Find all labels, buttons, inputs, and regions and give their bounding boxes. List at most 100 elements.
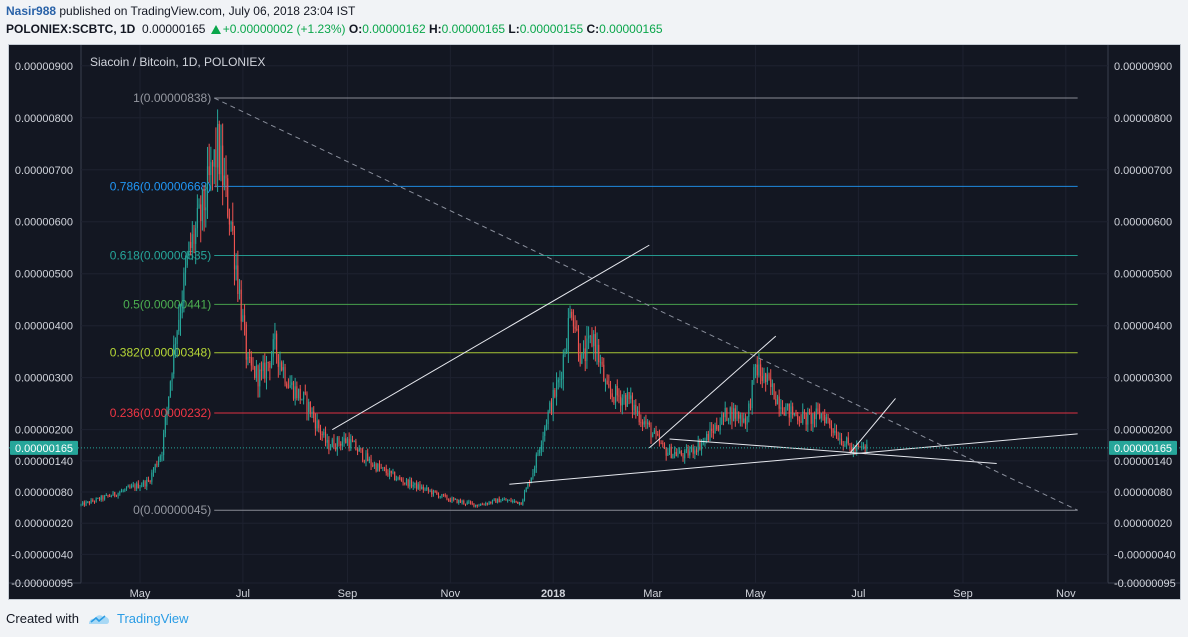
trendline-breakout-line: [849, 398, 896, 454]
candle-body: [719, 424, 721, 431]
candle-body: [773, 383, 775, 400]
candle-body: [623, 394, 625, 399]
published-text: published on TradingView.com, July 06, 2…: [56, 4, 356, 18]
low-label: L:: [508, 22, 520, 36]
candle-body: [346, 438, 348, 443]
candle-body: [284, 367, 286, 384]
candle-body: [281, 362, 283, 371]
candle-body: [668, 446, 671, 453]
candle-body: [471, 502, 473, 504]
candle-body: [196, 207, 198, 229]
author-link[interactable]: Nasir988: [6, 4, 57, 18]
candle-body: [250, 357, 252, 366]
candle-body: [643, 421, 645, 425]
open-value: 0.00000162: [362, 22, 426, 36]
candle-body: [277, 354, 279, 367]
chart-panel[interactable]: 1(0.00000838) 0.786(0.00000668) 0.618(0.00…: [8, 44, 1181, 600]
candle-body: [530, 477, 532, 484]
price-chart[interactable]: 1(0.00000838)0.786(0.00000668)0.618(0.00…: [9, 45, 1180, 599]
candle-body: [748, 403, 750, 417]
candle-body: [537, 452, 539, 455]
candle-body: [662, 443, 664, 445]
candle-body: [434, 490, 436, 493]
candle-body: [220, 145, 222, 175]
candle-body: [517, 501, 519, 504]
candle-body: [380, 467, 382, 469]
candle-body: [291, 382, 293, 386]
candle-body: [567, 317, 569, 350]
candle-body: [582, 348, 585, 354]
candle-body: [340, 443, 342, 446]
candle-body: [358, 448, 360, 452]
candle-body: [561, 378, 563, 380]
candle-body: [574, 326, 576, 329]
candle-body: [427, 487, 429, 491]
candle-body: [323, 431, 325, 436]
candle-body: [255, 365, 257, 379]
candle-body: [798, 420, 800, 422]
candle-body: [92, 500, 94, 502]
candle-body: [308, 401, 310, 412]
candle-body: [451, 498, 453, 502]
candle-body: [803, 411, 806, 413]
candle-body: [488, 502, 490, 505]
candle-body: [158, 460, 160, 466]
last-price: 0.00000165: [142, 22, 206, 36]
tradingview-brand-link[interactable]: TradingView: [116, 611, 189, 626]
price-badge-left-text: 0.00000165: [15, 443, 73, 455]
candle-body: [383, 467, 386, 469]
candle-body: [689, 451, 691, 456]
candle-body: [802, 411, 804, 423]
candle-body: [604, 380, 607, 382]
candle-body: [780, 407, 782, 409]
candle-body: [763, 373, 765, 381]
candle-body: [527, 482, 529, 488]
candle-body: [507, 500, 509, 502]
candle-body: [716, 425, 718, 430]
candle-body: [709, 428, 711, 441]
candle-body: [470, 501, 472, 503]
candle-body: [513, 500, 515, 502]
candle-body: [593, 334, 595, 347]
candle-body: [675, 451, 677, 456]
candle-body: [817, 408, 819, 412]
candle-body: [353, 441, 355, 443]
candle-body: [711, 428, 713, 431]
candle-body: [410, 480, 413, 487]
candle-body: [854, 448, 856, 452]
candle-body: [394, 471, 396, 480]
close-label: C:: [586, 22, 600, 36]
candle-body: [468, 501, 470, 503]
candle-body: [481, 504, 483, 506]
candle-body: [185, 265, 187, 273]
y-tick-label-left: 0.00000080: [15, 487, 73, 499]
candle-body: [321, 434, 323, 436]
candle-body: [706, 433, 708, 441]
candle-body: [195, 228, 197, 244]
candle-body: [699, 441, 701, 450]
candle-body: [432, 490, 434, 495]
y-tick-label-right: 0.00000300: [1114, 373, 1172, 385]
candle-body: [636, 411, 639, 413]
candle-body: [351, 439, 354, 442]
fib-level-label: 0.236(0.00000232): [110, 406, 211, 420]
candle-body: [861, 446, 863, 448]
candle-body: [198, 204, 200, 208]
candle-body: [97, 497, 99, 499]
candle-body: [316, 420, 318, 429]
candle-body: [515, 500, 517, 502]
candle-body: [88, 501, 90, 504]
candle-body: [535, 454, 537, 468]
candle-body: [264, 362, 266, 379]
candle-body: [660, 442, 662, 444]
candle-body: [461, 501, 463, 503]
candle-body: [110, 495, 112, 497]
candle-body: [152, 470, 155, 473]
candle-body: [454, 498, 456, 500]
candle-body: [638, 411, 640, 423]
candle-body: [247, 357, 249, 360]
candle-body: [744, 418, 746, 425]
candle-body: [755, 364, 757, 368]
candle-body: [169, 381, 171, 397]
candle-body: [815, 408, 817, 420]
